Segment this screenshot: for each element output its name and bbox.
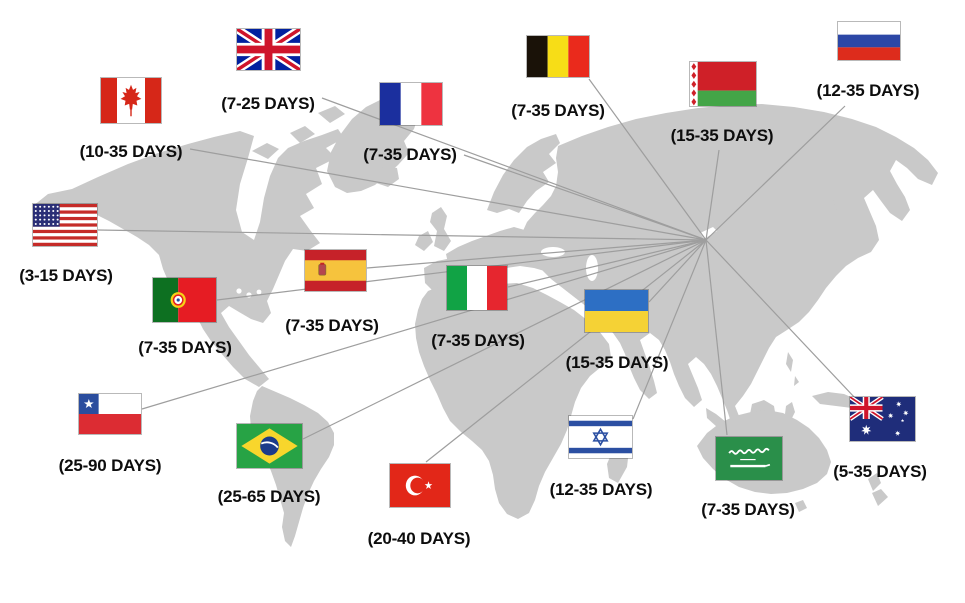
belarus-days-label: (15-35 DAYS): [670, 126, 774, 145]
route-line-belarus: [705, 149, 720, 241]
italy-days-label: (7-35 DAYS): [431, 331, 525, 350]
route-line-italy: [507, 239, 707, 288]
route-line-chile: [141, 239, 707, 410]
route-line-saudi-arabia: [705, 239, 728, 436]
brazil-flag-icon: [237, 424, 302, 468]
route-line-australia: [705, 239, 857, 400]
saudi-arabia-flag-icon: [716, 437, 782, 480]
russia-days-label: (12-35 DAYS): [816, 81, 920, 100]
canada-days-label: (10-35 DAYS): [79, 142, 183, 161]
israel-flag-icon: [569, 416, 632, 458]
lakes: [236, 227, 717, 298]
france-days-label: (7-35 DAYS): [363, 145, 457, 164]
ukraine-flag-icon: [585, 290, 648, 332]
saudi-arabia-days-label: (7-35 DAYS): [701, 500, 795, 519]
route-line-spain: [366, 239, 707, 269]
route-line-brazil: [302, 239, 707, 440]
uk-days-label: (7-25 DAYS): [221, 94, 315, 113]
turkey-flag-icon: [390, 464, 450, 507]
route-line-turkey: [425, 239, 707, 463]
australia-days-label: (5-35 DAYS): [833, 462, 927, 481]
australia-flag-icon: [850, 397, 915, 441]
ukraine-days-label: (15-35 DAYS): [565, 353, 669, 372]
france-flag-icon: [380, 83, 442, 125]
portugal-flag-icon: [153, 278, 216, 322]
belarus-flag-icon: [690, 62, 756, 106]
route-line-canada: [189, 148, 707, 241]
route-line-israel: [632, 239, 707, 420]
chile-days-label: (25-90 DAYS): [58, 456, 162, 475]
israel-days-label: (12-35 DAYS): [549, 480, 653, 499]
route-line-belgium: [588, 78, 707, 241]
chile-flag-icon: [79, 394, 141, 434]
spain-days-label: (7-35 DAYS): [285, 316, 379, 335]
canada-flag-icon: [101, 78, 161, 123]
belgium-days-label: (7-35 DAYS): [511, 101, 605, 120]
portugal-days-label: (7-35 DAYS): [138, 338, 232, 357]
brazil-days-label: (25-65 DAYS): [217, 487, 321, 506]
route-line-ukraine: [648, 239, 707, 303]
russia-flag-icon: [838, 22, 900, 60]
usa-flag-icon: [33, 204, 97, 246]
continent-africa: [415, 280, 611, 519]
lake-baikal: [700, 227, 717, 239]
route-line-russia: [705, 105, 846, 241]
belgium-flag-icon: [527, 36, 589, 77]
continents: [33, 97, 938, 547]
italy-flag-icon: [447, 266, 507, 310]
route-line-usa: [97, 229, 707, 241]
continent-north-america: [33, 129, 344, 387]
route-line-france: [463, 154, 707, 241]
turkey-days-label: (20-40 DAYS): [367, 529, 471, 548]
usa-days-label: (3-15 DAYS): [19, 266, 113, 285]
spain-flag-icon: [305, 250, 366, 291]
uk-flag-icon: [237, 29, 300, 70]
